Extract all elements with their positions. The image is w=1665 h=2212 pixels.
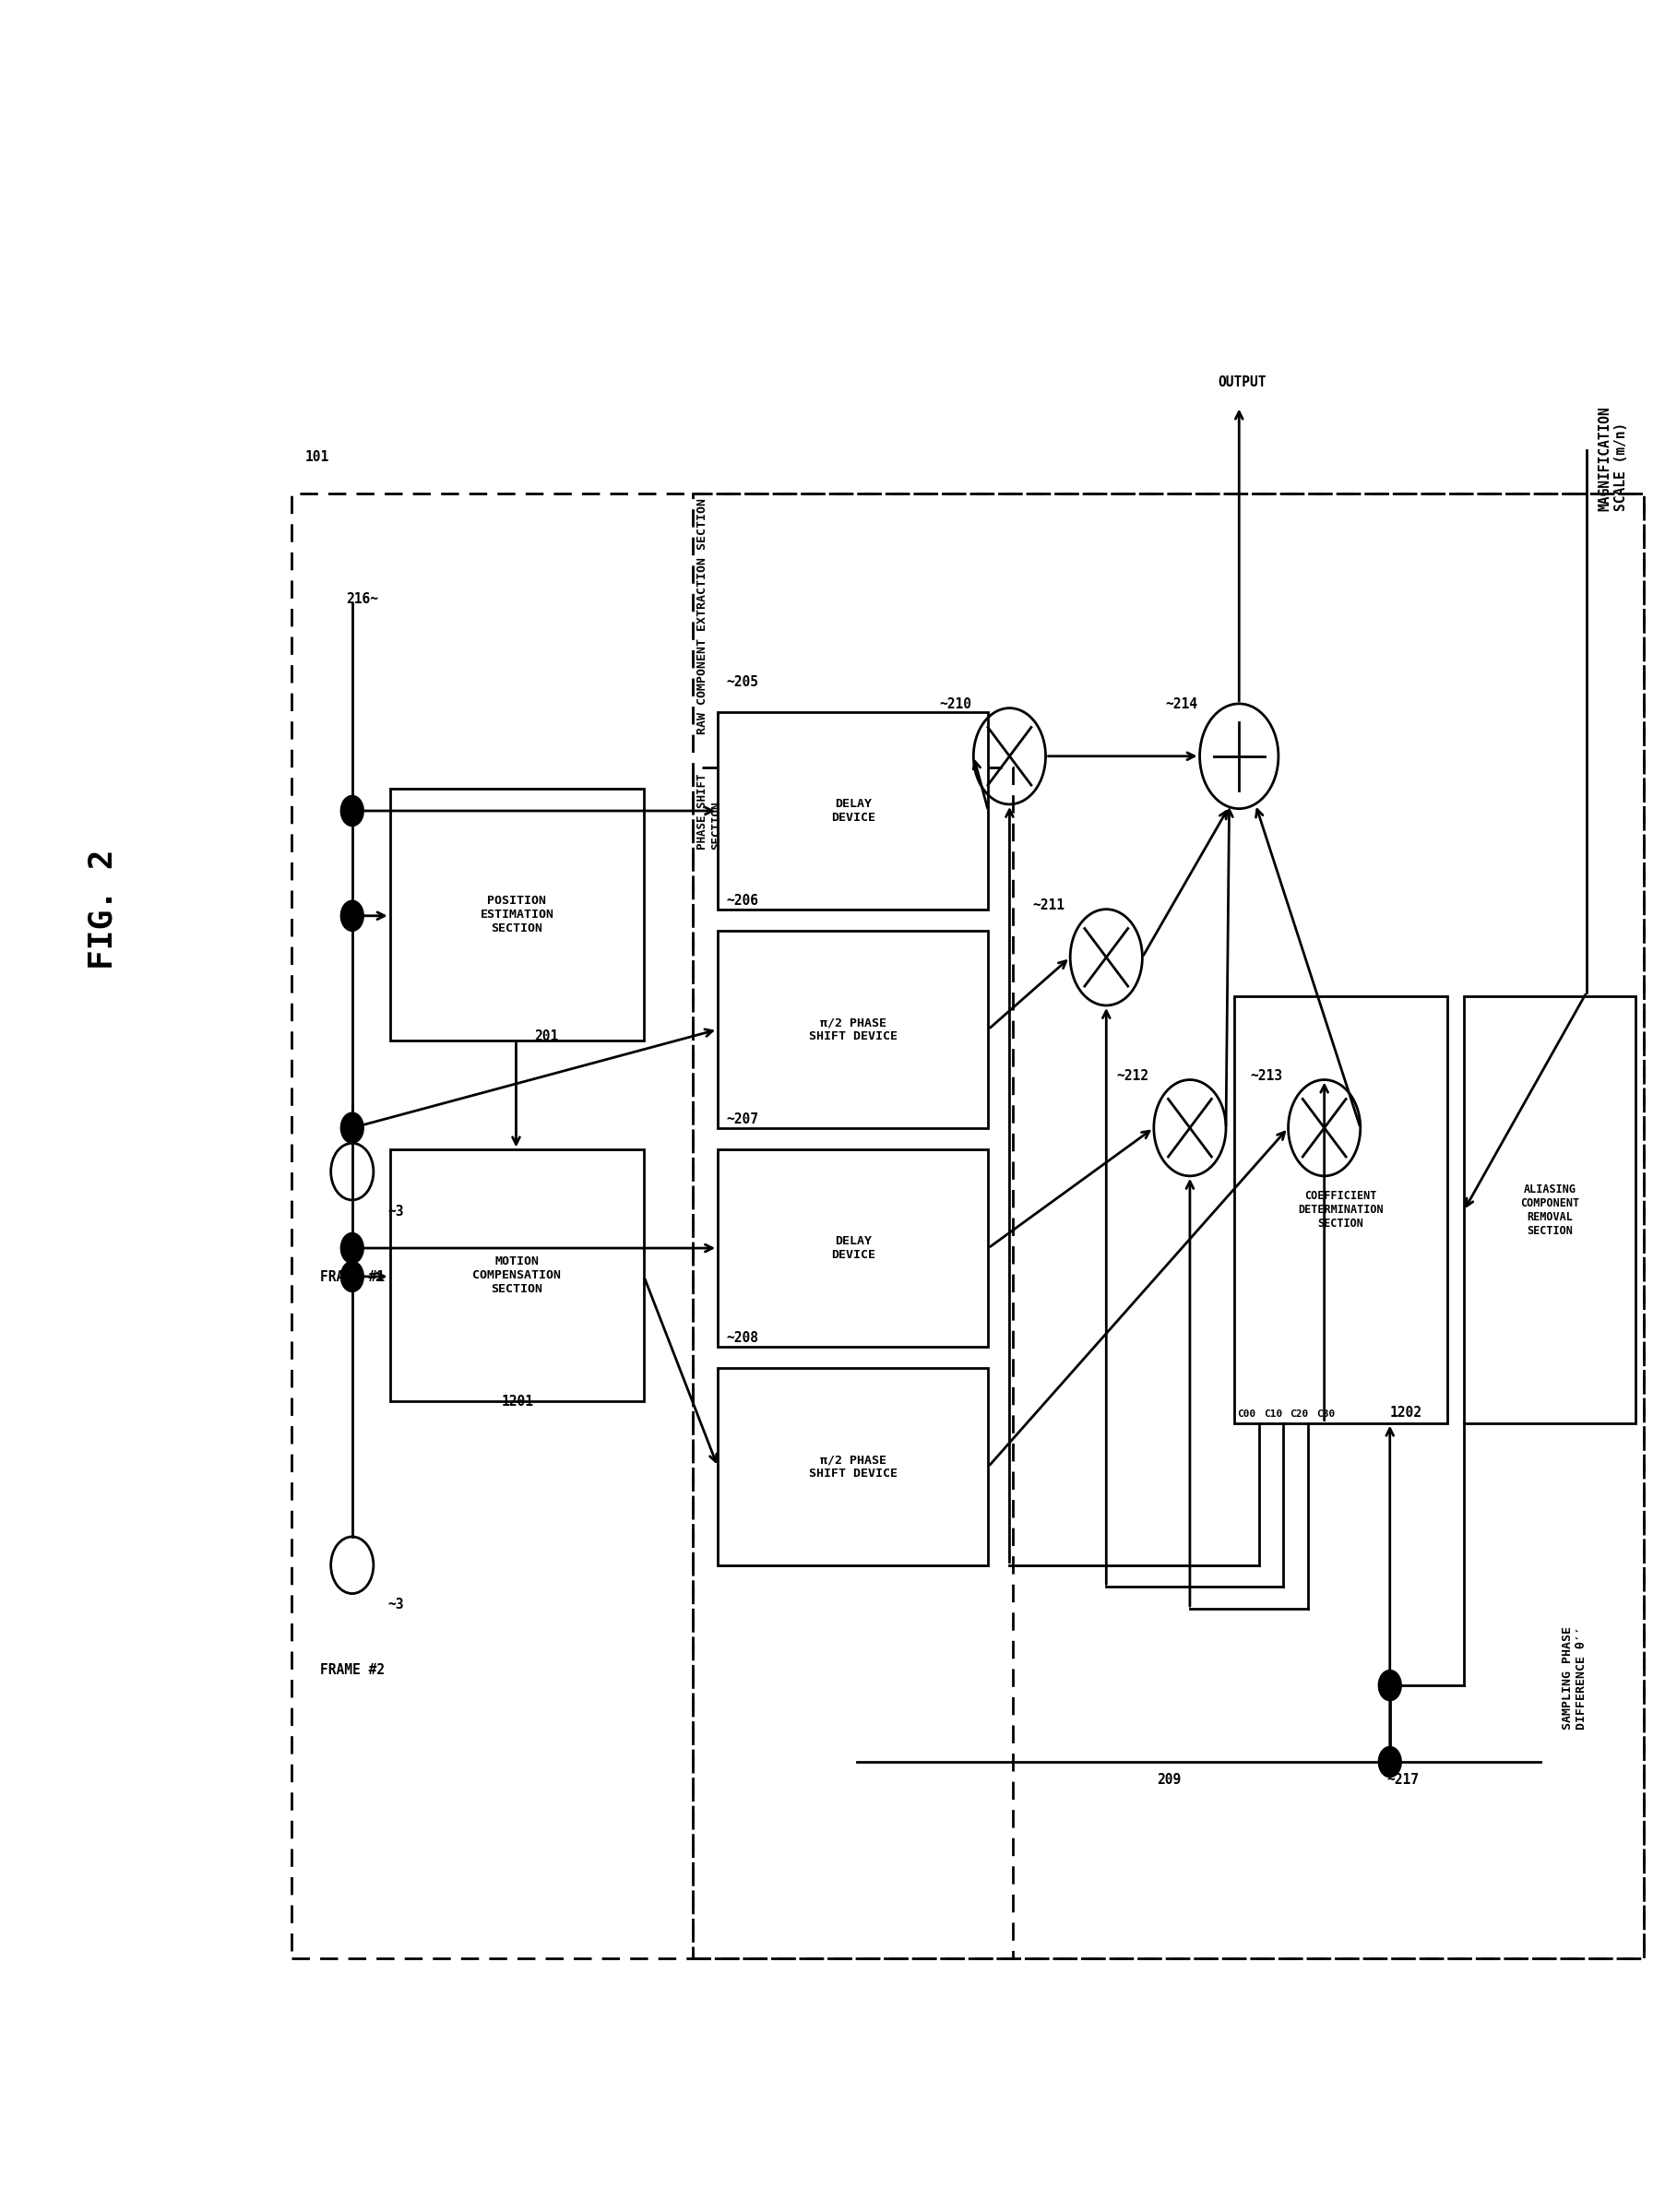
Bar [718, 931, 989, 1128]
Bar [718, 1150, 989, 1347]
Text: RAW COMPONENT EXTRACTION SECTION: RAW COMPONENT EXTRACTION SECTION [696, 498, 708, 734]
Text: ~208: ~208 [726, 1332, 758, 1345]
Circle shape [341, 796, 363, 825]
Bar [718, 712, 989, 909]
Text: ~205: ~205 [726, 675, 758, 688]
Text: DELAY
DEVICE: DELAY DEVICE [831, 799, 876, 823]
Text: ~213: ~213 [1250, 1068, 1282, 1082]
Bar [390, 1150, 644, 1400]
Text: C00: C00 [1237, 1409, 1255, 1418]
Text: DELAY
DEVICE: DELAY DEVICE [831, 1234, 876, 1261]
Text: SAMPLING PHASE
DIFFERENCE θ′′: SAMPLING PHASE DIFFERENCE θ′′ [1562, 1626, 1588, 1730]
Text: COEFFICIENT
DETERMINATION
SECTION: COEFFICIENT DETERMINATION SECTION [1299, 1190, 1384, 1230]
Circle shape [341, 1232, 363, 1263]
Bar [718, 1369, 989, 1566]
Text: ~3: ~3 [388, 1597, 405, 1613]
Bar [693, 493, 1643, 1958]
Text: π/2 PHASE
SHIFT DEVICE: π/2 PHASE SHIFT DEVICE [809, 1018, 897, 1042]
Text: ~206: ~206 [726, 894, 758, 907]
Text: C30: C30 [1315, 1409, 1335, 1418]
Text: OUTPUT: OUTPUT [1219, 376, 1267, 389]
Text: ~217: ~217 [1387, 1772, 1419, 1787]
Bar [390, 790, 644, 1040]
Text: C10: C10 [1264, 1409, 1282, 1418]
Text: 1202: 1202 [1390, 1405, 1422, 1420]
Text: ~3: ~3 [388, 1203, 405, 1219]
Circle shape [341, 1113, 363, 1144]
Text: MOTION
COMPENSATION
SECTION: MOTION COMPENSATION SECTION [473, 1256, 561, 1296]
Text: ~207: ~207 [726, 1113, 758, 1126]
Text: MAGNIFICATION
SCALE (m/n): MAGNIFICATION SCALE (m/n) [1598, 407, 1628, 511]
Text: 216~: 216~ [346, 593, 378, 606]
Text: FIG. 2: FIG. 2 [87, 849, 118, 969]
Text: FRAME #2: FRAME #2 [320, 1663, 385, 1677]
Text: PHASE SHIFT
SECTION: PHASE SHIFT SECTION [696, 774, 723, 849]
Text: POSITION
ESTIMATION
SECTION: POSITION ESTIMATION SECTION [480, 896, 554, 933]
Text: 1201: 1201 [501, 1394, 533, 1409]
Circle shape [1379, 1670, 1402, 1701]
Bar [1464, 998, 1635, 1422]
Text: ~214: ~214 [1166, 697, 1197, 710]
Text: 209: 209 [1157, 1772, 1180, 1787]
Bar [291, 493, 1643, 1958]
Circle shape [341, 900, 363, 931]
Text: ALIASING
COMPONENT
REMOVAL
SECTION: ALIASING COMPONENT REMOVAL SECTION [1520, 1183, 1580, 1237]
Bar [693, 768, 1012, 1958]
Circle shape [1379, 1747, 1402, 1776]
Circle shape [341, 1261, 363, 1292]
Text: π/2 PHASE
SHIFT DEVICE: π/2 PHASE SHIFT DEVICE [809, 1453, 897, 1480]
Text: ~212: ~212 [1116, 1068, 1149, 1082]
Text: ~210: ~210 [939, 697, 971, 710]
Text: C20: C20 [1290, 1409, 1309, 1418]
Bar [1234, 998, 1447, 1422]
Text: FRAME #1: FRAME #1 [320, 1270, 385, 1283]
Text: 101: 101 [305, 449, 328, 465]
Text: 201: 201 [534, 1029, 558, 1044]
Text: ~211: ~211 [1032, 898, 1066, 911]
